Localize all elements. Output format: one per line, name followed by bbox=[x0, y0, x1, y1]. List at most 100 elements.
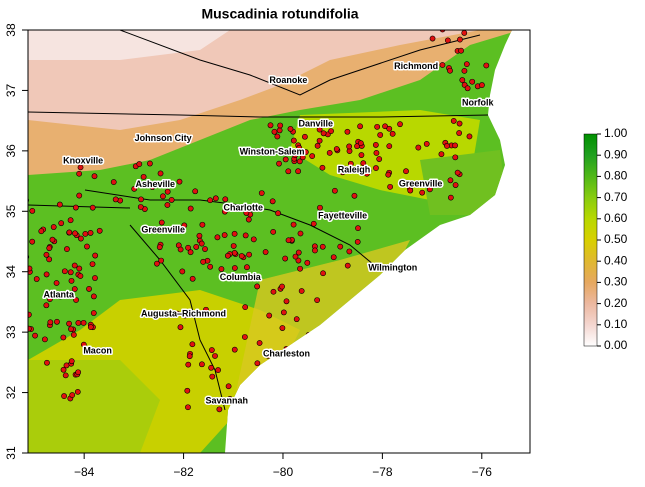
occurrence-dot bbox=[28, 311, 32, 318]
occurrence-dot bbox=[444, 37, 451, 44]
y-tick-label: 35 bbox=[4, 204, 18, 218]
occurrence-dot bbox=[43, 251, 50, 258]
occurrence-dot bbox=[419, 189, 426, 196]
occurrence-dot bbox=[61, 393, 67, 399]
occurrence-dot bbox=[248, 383, 255, 390]
occurrence-dot bbox=[164, 202, 171, 208]
occurrence-dot bbox=[243, 210, 250, 216]
x-tick-label: −82 bbox=[173, 465, 194, 479]
city-label: Roanoke bbox=[269, 75, 307, 85]
city-label: Raleigh bbox=[338, 165, 371, 175]
occurrence-dot bbox=[185, 404, 191, 411]
occurrence-dot bbox=[415, 144, 422, 151]
occurrence-dot bbox=[46, 245, 53, 252]
occurrence-dot bbox=[32, 332, 38, 339]
occurrence-dot bbox=[174, 310, 181, 317]
occurrence-dot bbox=[43, 271, 50, 278]
occurrence-dot bbox=[466, 133, 473, 140]
occurrence-dot bbox=[77, 235, 84, 242]
occurrence-dot bbox=[47, 296, 53, 303]
occurrence-dot bbox=[74, 388, 81, 395]
occurrence-dot bbox=[320, 270, 326, 277]
occurrence-dot bbox=[310, 220, 317, 227]
occurrence-dot bbox=[250, 236, 257, 243]
occurrence-dot bbox=[54, 318, 60, 325]
occurrence-dot bbox=[72, 204, 79, 211]
colorbar-tick-label: 0.00 bbox=[604, 338, 628, 352]
occurrence-dot bbox=[364, 170, 370, 177]
colorbar-tick-label: 0.10 bbox=[604, 317, 628, 331]
colorbar bbox=[583, 133, 598, 347]
occurrence-dot bbox=[169, 226, 176, 232]
occurrence-dot bbox=[296, 144, 303, 151]
occurrence-dot bbox=[67, 217, 74, 224]
occurrence-dot bbox=[386, 143, 393, 150]
occurrence-dot bbox=[86, 286, 92, 292]
occurrence-dot bbox=[463, 61, 470, 68]
occurrence-dot bbox=[28, 197, 29, 204]
occurrence-dot bbox=[347, 160, 354, 167]
colorbar-tick-label: 0.70 bbox=[604, 190, 628, 204]
city-label: Macon bbox=[83, 345, 112, 355]
occurrence-dot bbox=[295, 168, 302, 175]
city-label: Knoxville bbox=[63, 156, 103, 166]
city-label: Winston-Salem bbox=[240, 146, 305, 156]
occurrence-dot bbox=[452, 142, 458, 149]
occurrence-dot bbox=[231, 250, 238, 256]
occurrence-dot bbox=[328, 211, 335, 218]
occurrence-dot bbox=[242, 304, 249, 311]
occurrence-dot bbox=[187, 205, 194, 212]
occurrence-dot bbox=[70, 331, 77, 338]
occurrence-dot bbox=[247, 388, 253, 395]
occurrence-dot bbox=[60, 366, 67, 373]
occurrence-dot bbox=[454, 169, 461, 176]
occurrence-dot bbox=[177, 246, 184, 253]
occurrence-dot bbox=[89, 261, 96, 267]
occurrence-dot bbox=[208, 364, 215, 371]
occurrence-dot bbox=[267, 122, 274, 129]
occurrence-dot bbox=[479, 82, 485, 88]
occurrence-dot bbox=[112, 196, 119, 203]
occurrence-dot bbox=[447, 177, 454, 184]
occurrence-dot bbox=[214, 234, 221, 241]
occurrence-dot bbox=[208, 347, 215, 353]
occurrence-dot bbox=[387, 183, 394, 190]
occurrence-dot bbox=[18, 232, 23, 237]
occurrence-dot bbox=[157, 170, 164, 177]
occurrence-dot bbox=[176, 178, 183, 185]
occurrence-dot bbox=[221, 208, 228, 215]
occurrence-dot bbox=[199, 221, 206, 228]
occurrence-dot bbox=[354, 143, 360, 150]
occurrence-dot bbox=[269, 198, 276, 205]
x-tick-label: −84 bbox=[74, 465, 95, 479]
occurrence-dot bbox=[62, 372, 69, 379]
occurrence-dot bbox=[250, 206, 257, 213]
occurrence-dot bbox=[461, 30, 468, 36]
occurrence-dot bbox=[302, 133, 308, 140]
city-label: Greenville bbox=[141, 224, 185, 234]
occurrence-dot bbox=[295, 257, 302, 264]
occurrence-dot bbox=[63, 362, 70, 369]
occurrence-dot bbox=[177, 324, 184, 331]
occurrence-dot bbox=[77, 273, 84, 279]
occurrence-dot bbox=[444, 143, 450, 149]
occurrence-dot bbox=[309, 153, 316, 159]
occurrence-dot bbox=[276, 160, 282, 167]
occurrence-dot bbox=[66, 229, 73, 236]
occurrence-dot bbox=[353, 167, 360, 173]
occurrence-dot bbox=[71, 262, 78, 269]
city-label: Norfolk bbox=[462, 97, 494, 107]
occurrence-dot bbox=[19, 323, 24, 328]
y-tick-label: 32 bbox=[4, 386, 18, 400]
occurrence-dot bbox=[189, 275, 196, 282]
occurrence-dot bbox=[69, 392, 76, 398]
occurrence-dot bbox=[459, 77, 466, 83]
occurrence-dot bbox=[185, 244, 191, 251]
occurrence-dot bbox=[176, 226, 183, 233]
occurrence-dot bbox=[282, 156, 289, 163]
occurrence-dot bbox=[49, 236, 56, 243]
occurrence-dot bbox=[373, 165, 379, 171]
occurrence-dot bbox=[333, 146, 340, 152]
occurrence-dot bbox=[154, 260, 160, 267]
occurrence-dot bbox=[355, 225, 361, 232]
